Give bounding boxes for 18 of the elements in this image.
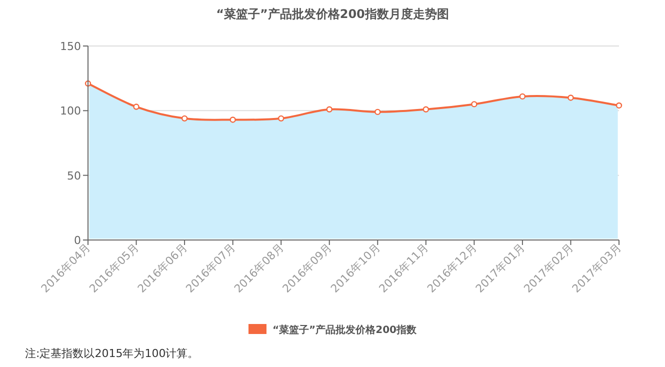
point	[519, 93, 526, 100]
y-tick-label: 50	[67, 169, 81, 182]
point	[471, 101, 478, 108]
point	[326, 106, 332, 112]
point	[181, 115, 188, 122]
y-tick-label: 0	[74, 234, 81, 247]
y-tick-label: 100	[60, 104, 81, 118]
text: 注:定基指数以2015年为100计算。	[25, 347, 199, 360]
point	[568, 94, 574, 101]
chart-title: “菜篮子”产品批发价格200指数月度走势图	[216, 7, 449, 21]
point	[422, 106, 430, 112]
legend-label: “菜篮子”产品批发价格200指数	[272, 324, 418, 336]
point	[616, 102, 622, 109]
y-tick-label: 150	[60, 40, 81, 53]
point	[374, 108, 381, 116]
point	[133, 104, 140, 110]
point	[230, 116, 236, 123]
point	[278, 115, 284, 122]
